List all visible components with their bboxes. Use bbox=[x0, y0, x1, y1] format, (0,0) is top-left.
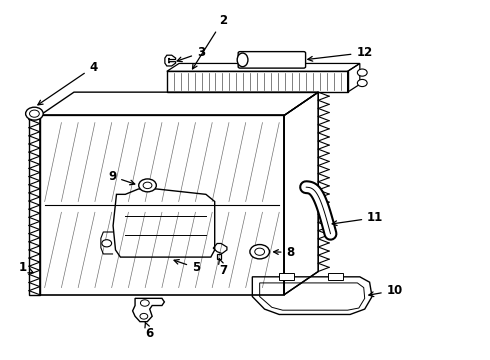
Text: 2: 2 bbox=[193, 14, 227, 69]
Ellipse shape bbox=[237, 53, 248, 67]
FancyBboxPatch shape bbox=[238, 51, 306, 68]
Circle shape bbox=[139, 179, 156, 192]
Text: 11: 11 bbox=[332, 211, 383, 225]
Text: 3: 3 bbox=[177, 46, 205, 62]
Circle shape bbox=[25, 107, 43, 120]
Circle shape bbox=[357, 69, 367, 76]
Circle shape bbox=[250, 244, 270, 259]
Circle shape bbox=[102, 240, 112, 247]
Text: 9: 9 bbox=[108, 170, 135, 185]
Text: 6: 6 bbox=[145, 321, 154, 340]
Circle shape bbox=[140, 314, 148, 319]
Text: 1: 1 bbox=[19, 261, 33, 274]
Text: 8: 8 bbox=[273, 246, 295, 259]
Text: 5: 5 bbox=[174, 260, 200, 274]
Polygon shape bbox=[165, 55, 175, 66]
Text: 10: 10 bbox=[369, 284, 403, 297]
Bar bbox=[328, 273, 343, 280]
Bar bbox=[279, 273, 294, 280]
Circle shape bbox=[357, 80, 367, 87]
Text: 7: 7 bbox=[219, 258, 227, 277]
Text: 12: 12 bbox=[308, 46, 373, 61]
Circle shape bbox=[141, 300, 149, 306]
Text: 4: 4 bbox=[38, 60, 98, 105]
